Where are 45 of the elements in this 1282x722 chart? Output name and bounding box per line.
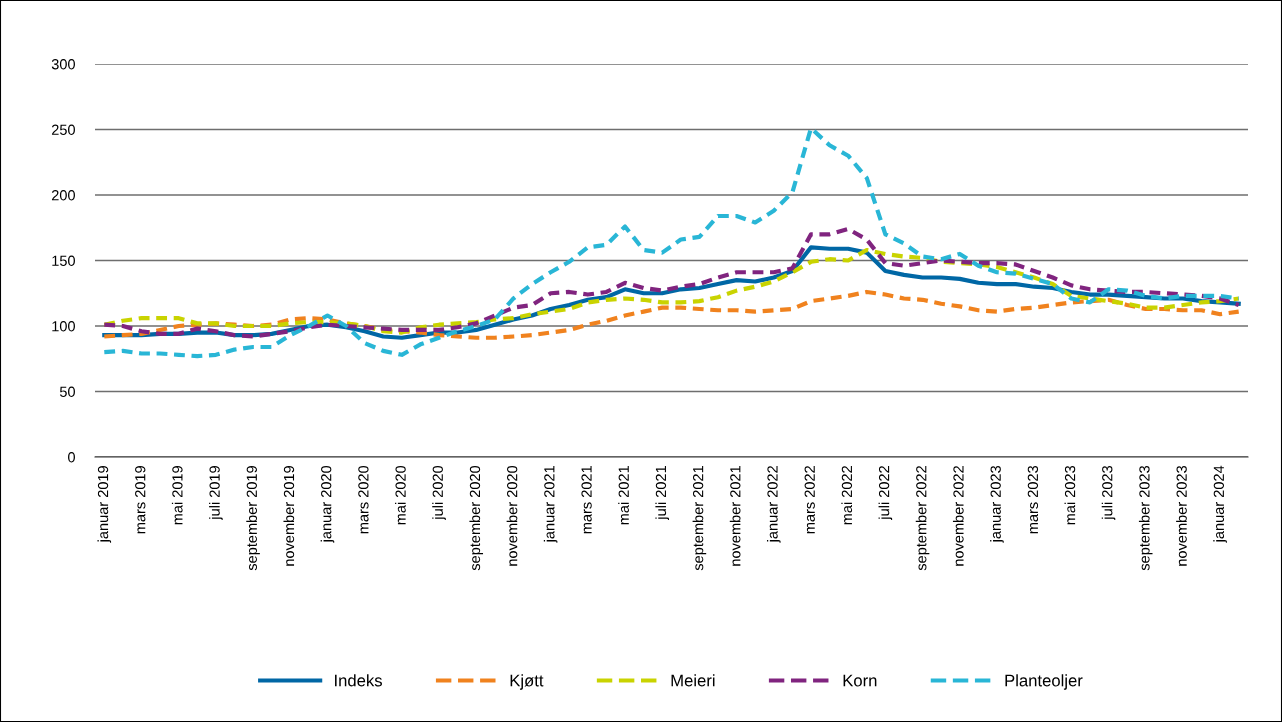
x-tick-label: juli 2023 [1101,465,1116,521]
y-tick-label: 50 [59,386,75,397]
x-tick-label: mars 2023 [1027,465,1039,534]
x-tick-label: november 2019 [283,466,295,566]
legend-label: Meieri [671,674,715,687]
x-tick-label: mai 2022 [841,466,853,525]
x-tick-label: mars 2019 [135,466,146,534]
y-tick-label: 250 [51,124,75,135]
line-series [102,289,1241,340]
y-tick-label: 300 [51,59,75,70]
x-tick-label: september 2019 [246,466,260,571]
x-tick-label: september 2021 [692,466,707,571]
line-series [102,226,1241,339]
x-tick-label: mars 2020 [358,465,369,534]
y-tick-label: 150 [52,255,75,266]
x-tick-label: januar 2023 [990,465,1004,543]
x-tick-label: september 2023 [1138,465,1153,571]
x-tick-label: mai 2023 [1064,465,1076,525]
legend-label: Kjøtt [510,674,544,690]
x-tick-label: november 2023 [1176,465,1187,566]
x-tick-label: juli 2022 [878,466,893,521]
x-tick-label: mars 2021 [581,466,592,534]
x-tick-label: juli 2020 [432,465,446,521]
x-tick-label: mai 2019 [171,466,183,525]
y-tick-label: 0 [68,452,75,463]
y-tick-label: 200 [51,190,75,201]
legend-label: Planteoljer [1005,674,1083,690]
x-tick-label: mars 2022 [804,466,815,534]
x-tick-label: januar 2022 [766,466,781,543]
x-tick-label: mai 2021 [618,466,629,525]
x-tick-label: november 2020 [506,465,518,566]
x-tick-label: januar 2021 [543,466,558,543]
x-tick-label: november 2022 [952,466,964,566]
x-tick-label: september 2022 [915,466,930,571]
x-tick-label: juli 2021 [655,466,669,521]
x-tick-label: juli 2019 [209,466,223,521]
x-tick-label: januar 2019 [97,466,112,543]
x-tick-label: januar 2020 [320,465,335,543]
x-tick-label: mai 2020 [395,465,406,525]
legend-label: Korn [843,674,877,687]
y-tick-label: 100 [52,321,75,332]
x-tick-label: september 2020 [469,465,484,571]
legend-label: Indeks [335,674,382,687]
x-tick-label: november 2021 [729,466,741,566]
x-tick-label: januar 2024 [1213,465,1227,543]
